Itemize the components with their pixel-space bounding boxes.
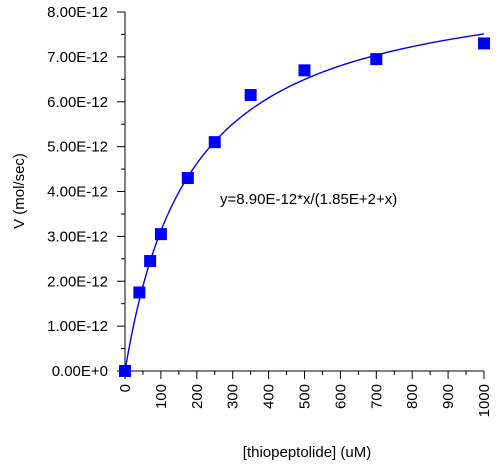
data-point: [244, 89, 257, 102]
axes: [117, 11, 485, 379]
x-tick-labels: 0 100 200 300 400 500 600 700 800 900 1000: [117, 384, 493, 417]
x-tick-label: 500: [297, 384, 314, 409]
x-tick-label: 200: [189, 384, 206, 409]
x-tick-label: 100: [153, 384, 170, 409]
x-tick-label: 800: [404, 384, 421, 409]
y-tick-labels: 0.00E+0 1.00E-12 2.00E-12 3.00E-12 4.00E-12 5…: [47, 4, 108, 380]
data-point: [298, 64, 311, 77]
data-point: [370, 53, 383, 66]
y-tick-label: 7.00E-12: [47, 49, 108, 66]
fit-equation-label: y=8.90E-12*x/(1.85E+2+x): [220, 191, 397, 208]
data-point: [119, 365, 131, 377]
x-axis-title: [thiopeptolide] (uM): [243, 444, 371, 461]
x-tick-label: 400: [261, 384, 278, 409]
y-tick-label: 0.00E+0: [52, 363, 108, 380]
x-tick-label: 700: [368, 384, 385, 409]
data-point: [154, 228, 167, 241]
y-tick-label: 4.00E-12: [47, 184, 108, 201]
y-tick-label: 5.00E-12: [47, 139, 108, 156]
y-tick-label: 6.00E-12: [47, 94, 108, 111]
x-tick-label: 900: [440, 384, 457, 409]
data-point: [208, 136, 221, 149]
x-tick-label: 300: [225, 384, 242, 409]
data-point: [144, 255, 157, 268]
data-point: [181, 172, 194, 185]
data-points-layer: [119, 37, 490, 377]
y-tick-label: 3.00E-12: [47, 228, 108, 245]
x-tick-label: 0: [117, 384, 134, 392]
y-tick-label: 2.00E-12: [47, 273, 108, 290]
x-tick-label: 1000: [476, 384, 493, 417]
data-point: [478, 37, 490, 50]
x-tick-label: 600: [332, 384, 349, 409]
y-tick-label: 1.00E-12: [47, 318, 108, 335]
y-axis-title: V (mol/sec): [11, 153, 28, 229]
y-tick-label: 8.00E-12: [47, 4, 108, 21]
data-point: [133, 286, 146, 299]
